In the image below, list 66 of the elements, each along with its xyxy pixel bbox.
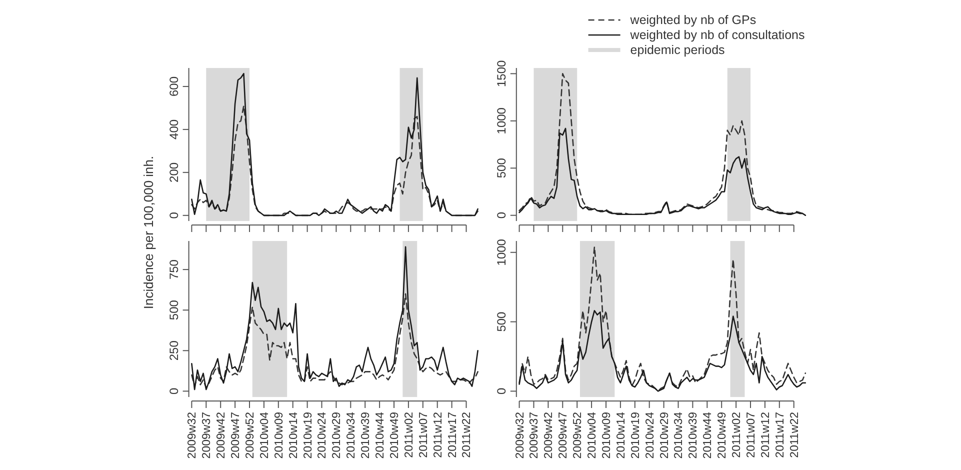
- line-series: [518, 246, 806, 392]
- y-tick-label: 250: [166, 340, 181, 361]
- x-tick-label: 2011w17: [446, 412, 459, 458]
- x-tick-label: 2010w34: [673, 411, 686, 459]
- x-tick-label: 2010w49: [388, 412, 401, 459]
- y-tick-label: 1000: [494, 238, 508, 266]
- x-tick-label: 2009w42: [543, 412, 556, 459]
- x-tick-label: 2010w34: [346, 411, 358, 459]
- y-tick-label: 1000: [494, 107, 508, 134]
- x-tick-label: 2009w32: [186, 412, 199, 459]
- x-tick-label: 2010w09: [273, 412, 286, 459]
- x-tick-label: 2010w44: [374, 411, 387, 459]
- y-tick-label: 0: [494, 388, 508, 395]
- line-series: [191, 105, 478, 216]
- x-tick-label: 2010w29: [331, 412, 344, 459]
- x-tick-label: 2009w32: [514, 412, 526, 459]
- x-tick-label: 2009w52: [244, 412, 256, 459]
- x-tick-label: 2010w44: [702, 411, 714, 459]
- y-tick-label: 1500: [494, 60, 508, 88]
- y-tick-label: 500: [494, 311, 508, 332]
- x-tick-label: 2010w14: [615, 411, 628, 459]
- y-axis-title: Incidence per 100,000 inh.: [140, 156, 156, 310]
- x-tick-label: 2011w07: [746, 412, 758, 458]
- y-tick-label: 0: [166, 388, 181, 395]
- y-tick-label: 500: [494, 158, 508, 178]
- x-tick-label: 2010w19: [630, 412, 642, 459]
- y-tick-label: 0: [494, 212, 508, 219]
- x-tick-label: 2011w22: [788, 412, 801, 458]
- x-tick-label: 2010w24: [644, 411, 656, 459]
- x-tick-label: 2010w24: [316, 411, 329, 459]
- line-series: [518, 310, 806, 392]
- x-tick-label: 2010w39: [688, 412, 700, 459]
- y-tick-label: 400: [166, 119, 181, 140]
- x-tick-label: 2010w49: [716, 412, 729, 459]
- x-tick-label: 2011w12: [760, 412, 772, 458]
- x-tick-label: 2011w17: [774, 412, 786, 458]
- x-tick-label: 2011w02: [731, 412, 744, 458]
- x-tick-label: 2011w12: [432, 412, 444, 458]
- y-tick-label: 0: [166, 212, 181, 219]
- x-tick-label: 2009w37: [201, 412, 214, 459]
- y-tick-label: 500: [166, 300, 181, 320]
- x-tick-label: 2010w14: [288, 411, 300, 459]
- x-tick-label: 2011w22: [461, 412, 474, 458]
- x-tick-label: 2009w37: [528, 412, 541, 459]
- y-tick-label: 200: [166, 162, 181, 182]
- line-series: [191, 72, 478, 216]
- line-series: [518, 128, 806, 216]
- x-tick-label: 2010w04: [258, 411, 271, 459]
- legend-label: weighted by nb of consultations: [629, 28, 805, 42]
- x-tick-label: 2009w42: [216, 412, 228, 459]
- y-tick-label: 750: [166, 259, 181, 280]
- x-tick-label: 2011w07: [418, 412, 430, 458]
- x-tick-label: 2010w09: [600, 412, 613, 459]
- legend-label: epidemic periods: [630, 43, 725, 57]
- line-series: [191, 246, 478, 390]
- x-tick-label: 2010w04: [586, 411, 599, 459]
- line-series: [191, 293, 478, 389]
- x-tick-label: 2010w29: [658, 412, 671, 459]
- x-tick-label: 2009w47: [558, 412, 570, 459]
- y-tick-label: 600: [166, 76, 181, 96]
- x-tick-label: 2011w02: [403, 412, 416, 458]
- legend-label: weighted by nb of GPs: [629, 13, 756, 27]
- x-tick-label: 2010w19: [302, 412, 314, 459]
- x-tick-label: 2009w52: [572, 412, 584, 459]
- x-tick-label: 2009w47: [230, 412, 242, 459]
- x-tick-label: 2010w39: [360, 412, 372, 459]
